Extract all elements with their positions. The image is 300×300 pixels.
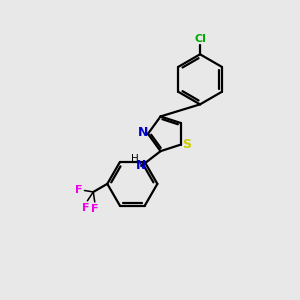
Text: F: F <box>75 185 82 196</box>
Text: Cl: Cl <box>194 34 206 44</box>
Text: H: H <box>131 154 139 164</box>
Text: S: S <box>182 138 191 151</box>
Text: N: N <box>137 126 148 139</box>
Text: F: F <box>82 203 90 213</box>
Text: F: F <box>91 204 98 214</box>
Text: N: N <box>136 159 147 172</box>
